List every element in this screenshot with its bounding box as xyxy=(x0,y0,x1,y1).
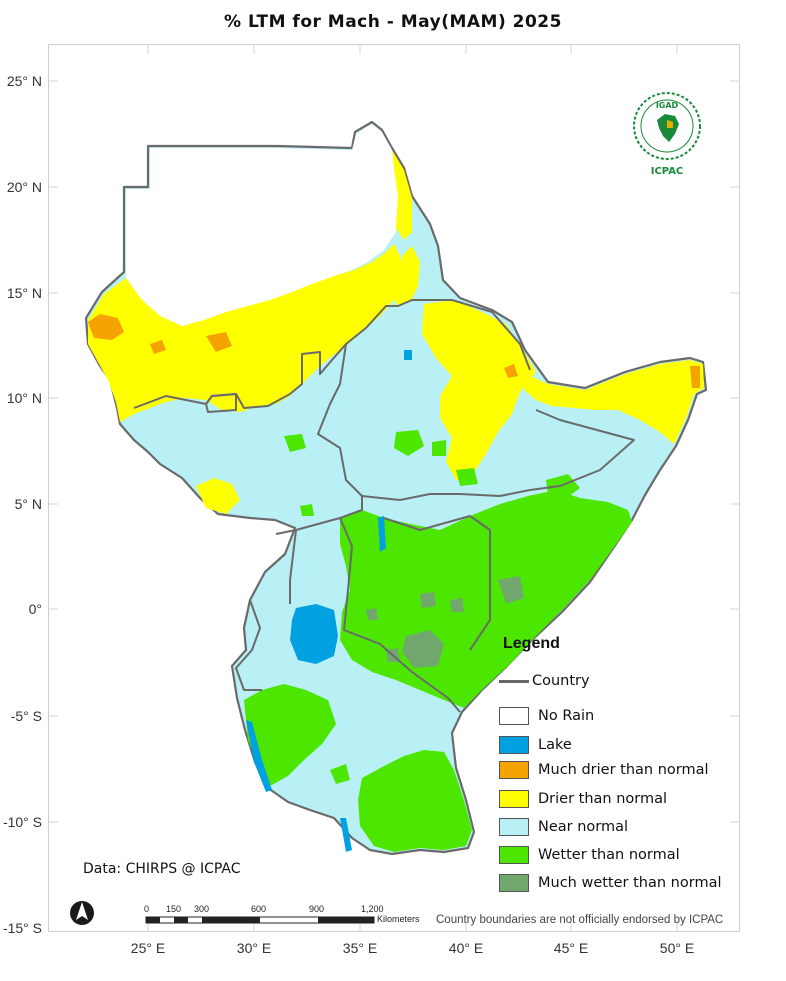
scale-tick-600: 600 xyxy=(251,904,267,914)
country-borders xyxy=(133,299,635,713)
scale-tick-300: 300 xyxy=(194,904,210,914)
swatch-much-drier xyxy=(499,761,529,779)
scale-tick-900: 900 xyxy=(309,904,325,914)
zone-no-rain xyxy=(126,124,400,338)
zone-wetter-tanzania xyxy=(244,684,336,786)
legend-label-no-rain: No Rain xyxy=(538,708,595,724)
swatch-much-wetter xyxy=(499,874,529,892)
legend-item-much-drier: Much drier than normal xyxy=(499,759,709,781)
country-line-swatch xyxy=(499,679,529,683)
lat-label-15n: 15° N xyxy=(7,285,42,301)
swatch-drier xyxy=(499,790,529,808)
lon-label-35e: 35° E xyxy=(343,940,377,956)
graticule xyxy=(48,44,740,932)
legend-item-wetter: Wetter than normal xyxy=(499,844,680,866)
lat-label-15s: -15° S xyxy=(3,920,42,936)
legend-label-drier: Drier than normal xyxy=(538,791,668,807)
logo-top-text: IGAD xyxy=(656,101,679,110)
lat-label-25n: 25° N xyxy=(7,73,42,89)
zone-lakes xyxy=(246,350,412,852)
lat-label-0: 0° xyxy=(29,601,42,617)
legend-country: Country xyxy=(499,670,590,692)
lake-victoria xyxy=(290,604,338,664)
zone-wetter-se xyxy=(358,750,472,852)
zone-drier-south-sudan xyxy=(196,478,240,514)
north-arrow-icon xyxy=(70,901,94,925)
lake-malawi xyxy=(340,818,352,852)
swatch-no-rain xyxy=(499,707,529,725)
swatch-wetter xyxy=(499,846,529,864)
data-credit: Data: CHIRPS @ ICPAC xyxy=(83,861,241,877)
scale-tick-1200: 1,200 xyxy=(361,904,384,914)
lon-label-40e: 40° E xyxy=(449,940,483,956)
lat-label-20n: 20° N xyxy=(7,179,42,195)
lat-label-10n: 10° N xyxy=(7,390,42,406)
zone-drier-sahel xyxy=(88,244,402,422)
zone-much-wetter xyxy=(366,576,524,668)
swatch-lake xyxy=(499,736,529,754)
legend-item-lake: Lake xyxy=(499,734,572,756)
legend-country-label: Country xyxy=(532,673,590,689)
zone-drier-north-strip xyxy=(392,150,412,240)
scale-bar xyxy=(145,916,375,924)
zone-drier-horn xyxy=(524,360,704,444)
legend-label-much-wetter: Much wetter than normal xyxy=(538,875,722,891)
scale-tick-150: 150 xyxy=(166,904,182,914)
legend-item-drier: Drier than normal xyxy=(499,788,667,810)
swatch-near-normal xyxy=(499,818,529,836)
lon-label-25e: 25° E xyxy=(131,940,165,956)
legend-label-near-normal: Near normal xyxy=(538,819,629,835)
legend-label-lake: Lake xyxy=(538,737,572,753)
scale-unit: Kilometers xyxy=(377,914,420,924)
lake-turkana xyxy=(378,516,386,552)
disclaimer: Country boundaries are not officially en… xyxy=(436,914,724,926)
map-title: % LTM for Mach - May(MAM) 2025 xyxy=(224,12,562,32)
zone-drier-eritrea xyxy=(392,246,420,306)
lon-label-45e: 45° E xyxy=(554,940,588,956)
lon-label-50e: 50° E xyxy=(660,940,694,956)
lake-tanganyika xyxy=(246,720,272,792)
logo-bottom-text: ICPAC xyxy=(651,166,684,177)
lake-tana xyxy=(404,350,412,360)
legend-title: Legend xyxy=(503,635,560,652)
legend-item-much-wetter: Much wetter than normal xyxy=(499,872,721,894)
scale-tick-0: 0 xyxy=(144,904,150,914)
lat-label-5n: 5° N xyxy=(15,496,42,512)
lat-label-5s: -5° S xyxy=(11,708,42,724)
zone-drier-ethiopia xyxy=(422,300,536,480)
legend-label-wetter: Wetter than normal xyxy=(538,847,680,863)
legend-label-much-drier: Much drier than normal xyxy=(538,762,709,778)
lat-label-10s: -10° S xyxy=(3,814,42,830)
igad-icpac-logo: IGAD ICPAC xyxy=(631,90,703,182)
legend-item-no-rain: No Rain xyxy=(499,705,594,727)
lon-label-30e: 30° E xyxy=(237,940,271,956)
legend-item-near-normal: Near normal xyxy=(499,816,628,838)
zone-much-drier xyxy=(88,314,700,388)
